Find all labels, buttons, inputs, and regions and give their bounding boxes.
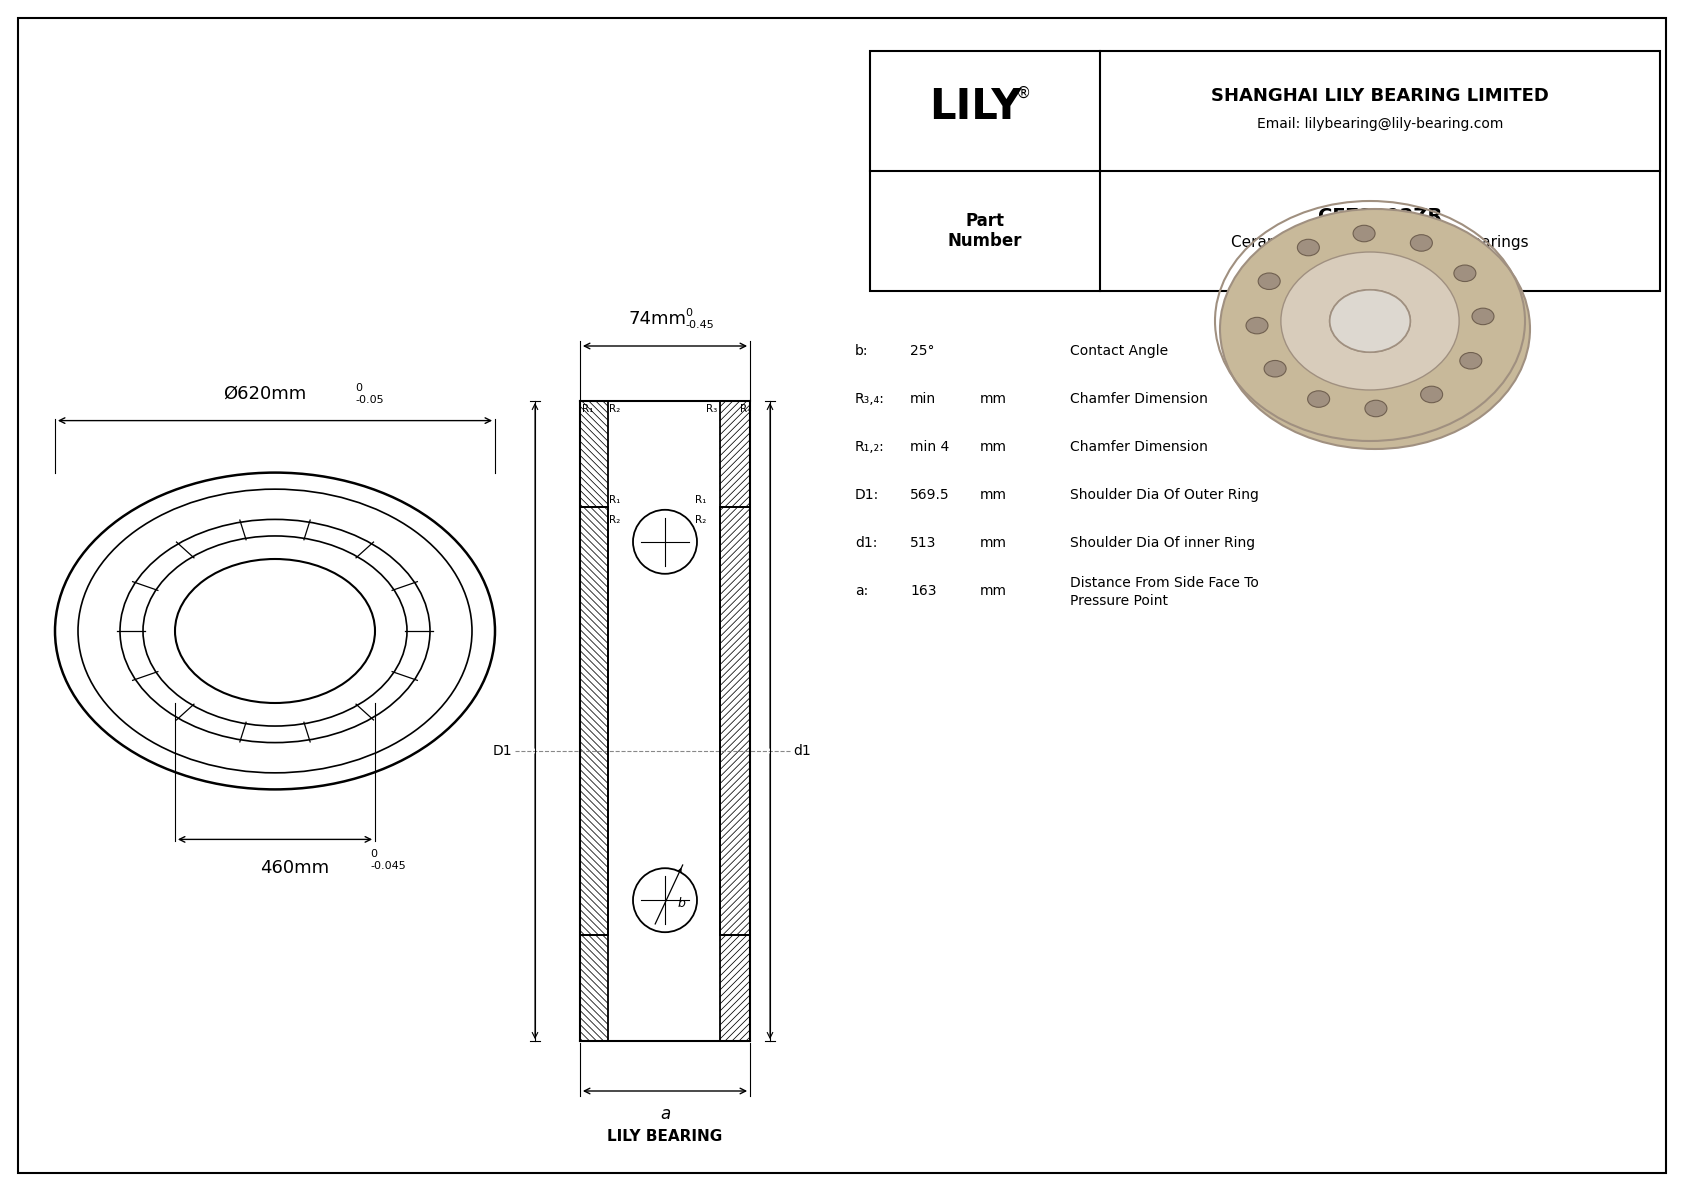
Text: 74mm: 74mm bbox=[628, 310, 685, 328]
Bar bbox=[871, 51, 1660, 291]
Ellipse shape bbox=[1330, 289, 1410, 353]
Text: Pressure Point: Pressure Point bbox=[1069, 594, 1169, 607]
Text: mm: mm bbox=[980, 439, 1007, 454]
Text: R₁: R₁ bbox=[610, 494, 620, 505]
Text: mm: mm bbox=[980, 536, 1007, 550]
Text: 0: 0 bbox=[370, 849, 377, 860]
Text: b: b bbox=[679, 897, 685, 910]
Text: min 4: min 4 bbox=[909, 439, 950, 454]
Text: LILY BEARING: LILY BEARING bbox=[608, 1129, 722, 1145]
Text: ®: ® bbox=[1015, 86, 1031, 100]
Text: Ø620mm: Ø620mm bbox=[224, 385, 306, 403]
Text: R₂: R₂ bbox=[610, 515, 620, 525]
Text: R₃,₄:: R₃,₄: bbox=[855, 392, 884, 406]
Text: d1: d1 bbox=[793, 744, 810, 757]
Text: SHANGHAI LILY BEARING LIMITED: SHANGHAI LILY BEARING LIMITED bbox=[1211, 87, 1549, 105]
Text: Chamfer Dimension: Chamfer Dimension bbox=[1069, 392, 1207, 406]
Text: R₂: R₂ bbox=[695, 515, 706, 525]
Text: 513: 513 bbox=[909, 536, 936, 550]
Ellipse shape bbox=[1258, 273, 1280, 289]
Ellipse shape bbox=[1352, 225, 1376, 242]
Ellipse shape bbox=[1282, 252, 1458, 389]
Text: -0.045: -0.045 bbox=[370, 861, 406, 872]
Text: D1:: D1: bbox=[855, 488, 879, 501]
Text: a:: a: bbox=[855, 584, 869, 598]
Circle shape bbox=[633, 868, 697, 933]
Text: min: min bbox=[909, 392, 936, 406]
Text: mm: mm bbox=[980, 584, 1007, 598]
Text: 0: 0 bbox=[355, 382, 362, 393]
Text: Shoulder Dia Of inner Ring: Shoulder Dia Of inner Ring bbox=[1069, 536, 1255, 550]
Text: a: a bbox=[660, 1105, 670, 1123]
Text: LILY: LILY bbox=[930, 86, 1021, 127]
Ellipse shape bbox=[1219, 208, 1531, 449]
Text: 0: 0 bbox=[685, 308, 692, 318]
Ellipse shape bbox=[1308, 391, 1330, 407]
Ellipse shape bbox=[1366, 400, 1388, 417]
Text: 460mm: 460mm bbox=[261, 860, 330, 878]
Text: Distance From Side Face To: Distance From Side Face To bbox=[1069, 576, 1260, 590]
Text: -0.45: -0.45 bbox=[685, 320, 714, 330]
Text: R₃: R₃ bbox=[706, 404, 717, 414]
Text: R₁: R₁ bbox=[694, 494, 706, 505]
Circle shape bbox=[633, 510, 697, 574]
Ellipse shape bbox=[1246, 317, 1268, 333]
Text: b:: b: bbox=[855, 344, 869, 358]
Text: Ceramic Angular Contact Ball Bearings: Ceramic Angular Contact Ball Bearings bbox=[1231, 236, 1529, 250]
Ellipse shape bbox=[1265, 361, 1287, 378]
Ellipse shape bbox=[1460, 353, 1482, 369]
Text: R₁,₂:: R₁,₂: bbox=[855, 439, 884, 454]
Ellipse shape bbox=[1330, 289, 1410, 353]
Text: mm: mm bbox=[980, 488, 1007, 501]
Text: R₄: R₄ bbox=[739, 404, 751, 414]
Text: R₁: R₁ bbox=[583, 404, 593, 414]
Ellipse shape bbox=[1411, 235, 1433, 251]
Text: Chamfer Dimension: Chamfer Dimension bbox=[1069, 439, 1207, 454]
Ellipse shape bbox=[1297, 239, 1319, 256]
Text: 163: 163 bbox=[909, 584, 936, 598]
Text: Email: lilybearing@lily-bearing.com: Email: lilybearing@lily-bearing.com bbox=[1256, 117, 1504, 131]
Text: -0.05: -0.05 bbox=[355, 394, 384, 405]
Text: d1:: d1: bbox=[855, 536, 877, 550]
Text: CE71992ZR: CE71992ZR bbox=[1319, 207, 1442, 226]
Text: D1: D1 bbox=[492, 744, 512, 757]
Text: Part
Number: Part Number bbox=[948, 212, 1022, 250]
Ellipse shape bbox=[1421, 386, 1443, 403]
Ellipse shape bbox=[1472, 308, 1494, 325]
Text: Shoulder Dia Of Outer Ring: Shoulder Dia Of Outer Ring bbox=[1069, 488, 1260, 501]
Text: mm: mm bbox=[980, 392, 1007, 406]
Ellipse shape bbox=[1453, 266, 1475, 281]
Text: R₂: R₂ bbox=[610, 404, 620, 414]
Text: Contact Angle: Contact Angle bbox=[1069, 344, 1169, 358]
Text: 25°: 25° bbox=[909, 344, 935, 358]
Text: 569.5: 569.5 bbox=[909, 488, 950, 501]
